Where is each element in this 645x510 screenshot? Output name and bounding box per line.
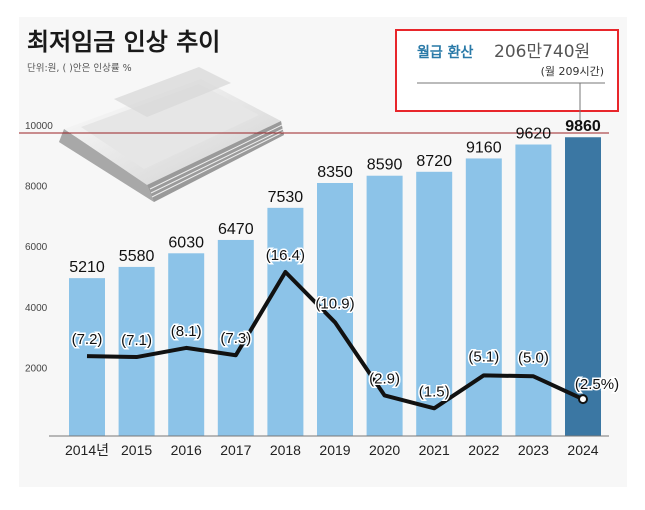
- x-tick-label: 2022: [468, 442, 499, 458]
- rate-label: (7.3): [220, 330, 251, 347]
- wage-chart: 최저임금 인상 추이 단위:원, ( )안은 인상률 % 월급 환산 206만7…: [19, 28, 621, 458]
- bar-value-label: 9160: [466, 139, 502, 156]
- note-label: 월급 환산: [417, 44, 474, 61]
- y-tick-label: 2000: [25, 363, 48, 374]
- rate-label: (1.5): [419, 383, 450, 400]
- x-tick-label: 2015: [121, 442, 152, 458]
- rate-label: (2.9): [369, 370, 400, 387]
- chart-frame: 최저임금 인상 추이 단위:원, ( )안은 인상률 % 월급 환산 206만7…: [19, 17, 627, 487]
- rate-label: (2.5%): [575, 376, 619, 393]
- monthly-wage-note: 월급 환산 206만740원 (월 209시간): [395, 29, 619, 121]
- x-tick-label: 2023: [518, 442, 549, 458]
- rate-label: (16.4): [266, 247, 305, 264]
- rate-line: [86, 270, 584, 411]
- bar-value-label: 9620: [516, 126, 552, 143]
- rate-label: (7.2): [72, 331, 103, 348]
- x-tick-label: 2016: [171, 442, 202, 458]
- plot-area: 10000 8000 6000 4000 2000 5210 5580 6030 6470 753…: [19, 118, 621, 458]
- note-value: 206만740원: [494, 42, 590, 62]
- bar: [267, 207, 304, 436]
- x-tick-label: 2020: [369, 442, 400, 458]
- bar: [465, 158, 502, 436]
- chart-title: 최저임금 인상 추이: [27, 28, 220, 56]
- x-tick-label: 2018: [270, 442, 301, 458]
- bar: [565, 137, 601, 436]
- x-tick-label: 2024: [567, 442, 598, 458]
- banknote-stack-image: [59, 67, 284, 202]
- bar-value-label: 6030: [168, 234, 204, 251]
- bar-value-label: 9860: [565, 118, 601, 135]
- rate-end-marker: [578, 394, 588, 405]
- bar-value-label: 7530: [268, 189, 304, 206]
- note-box: [395, 29, 619, 112]
- x-tick-label: 2014년: [65, 442, 109, 458]
- rate-label: (5.0): [518, 349, 549, 366]
- unit-note: 단위:원, ( )안은 인상률 %: [27, 62, 132, 74]
- bar: [168, 253, 205, 436]
- bar: [416, 171, 453, 436]
- x-tick-label: 2019: [319, 442, 350, 458]
- bar-value-label: 6470: [218, 221, 254, 238]
- rate-label: (5.1): [468, 348, 499, 365]
- y-tick-label: 6000: [25, 242, 48, 253]
- bar-value-label: 5210: [69, 259, 105, 276]
- x-tick-label: 2021: [419, 442, 450, 458]
- bar-value-label: 8720: [416, 153, 452, 170]
- y-tick-label: 8000: [25, 182, 48, 193]
- bar-value-label: 8350: [317, 164, 353, 181]
- x-tick-label: 2017: [220, 442, 251, 458]
- bar-value-label: 8590: [367, 157, 403, 174]
- bar-value-label: 5580: [119, 248, 155, 265]
- y-tick-label: 4000: [25, 303, 48, 314]
- rate-label: (8.1): [171, 323, 202, 340]
- rate-label: (10.9): [315, 295, 354, 312]
- note-detail: (월 209시간): [541, 65, 604, 78]
- bar: [118, 266, 155, 436]
- y-tick-label: 10000: [25, 121, 53, 132]
- bar: [515, 144, 552, 436]
- rate-label: (7.1): [121, 332, 152, 349]
